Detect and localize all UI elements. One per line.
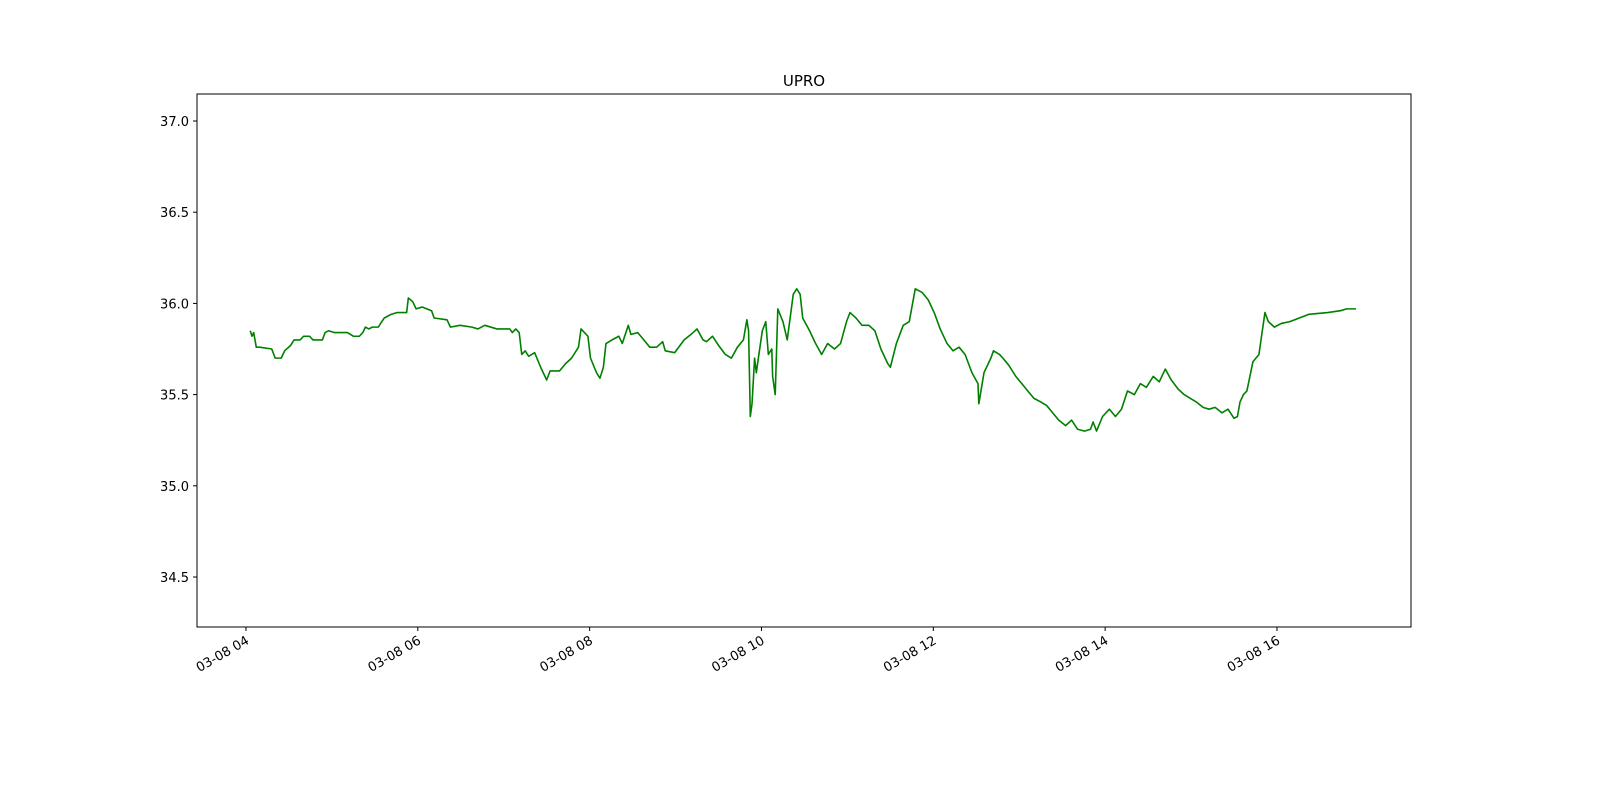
y-tick-label: 36.5: [160, 206, 189, 221]
y-tick-label: 35.5: [160, 389, 189, 404]
chart-title: UPRO: [783, 72, 825, 90]
price-line: [249, 288, 1357, 432]
y-tick-label: 37.0: [160, 115, 189, 130]
y-tick-label: 35.0: [160, 480, 189, 495]
plot-frame: [196, 93, 1412, 628]
y-tick-label: 34.5: [160, 571, 189, 586]
y-tick-label: 36.0: [160, 297, 189, 312]
